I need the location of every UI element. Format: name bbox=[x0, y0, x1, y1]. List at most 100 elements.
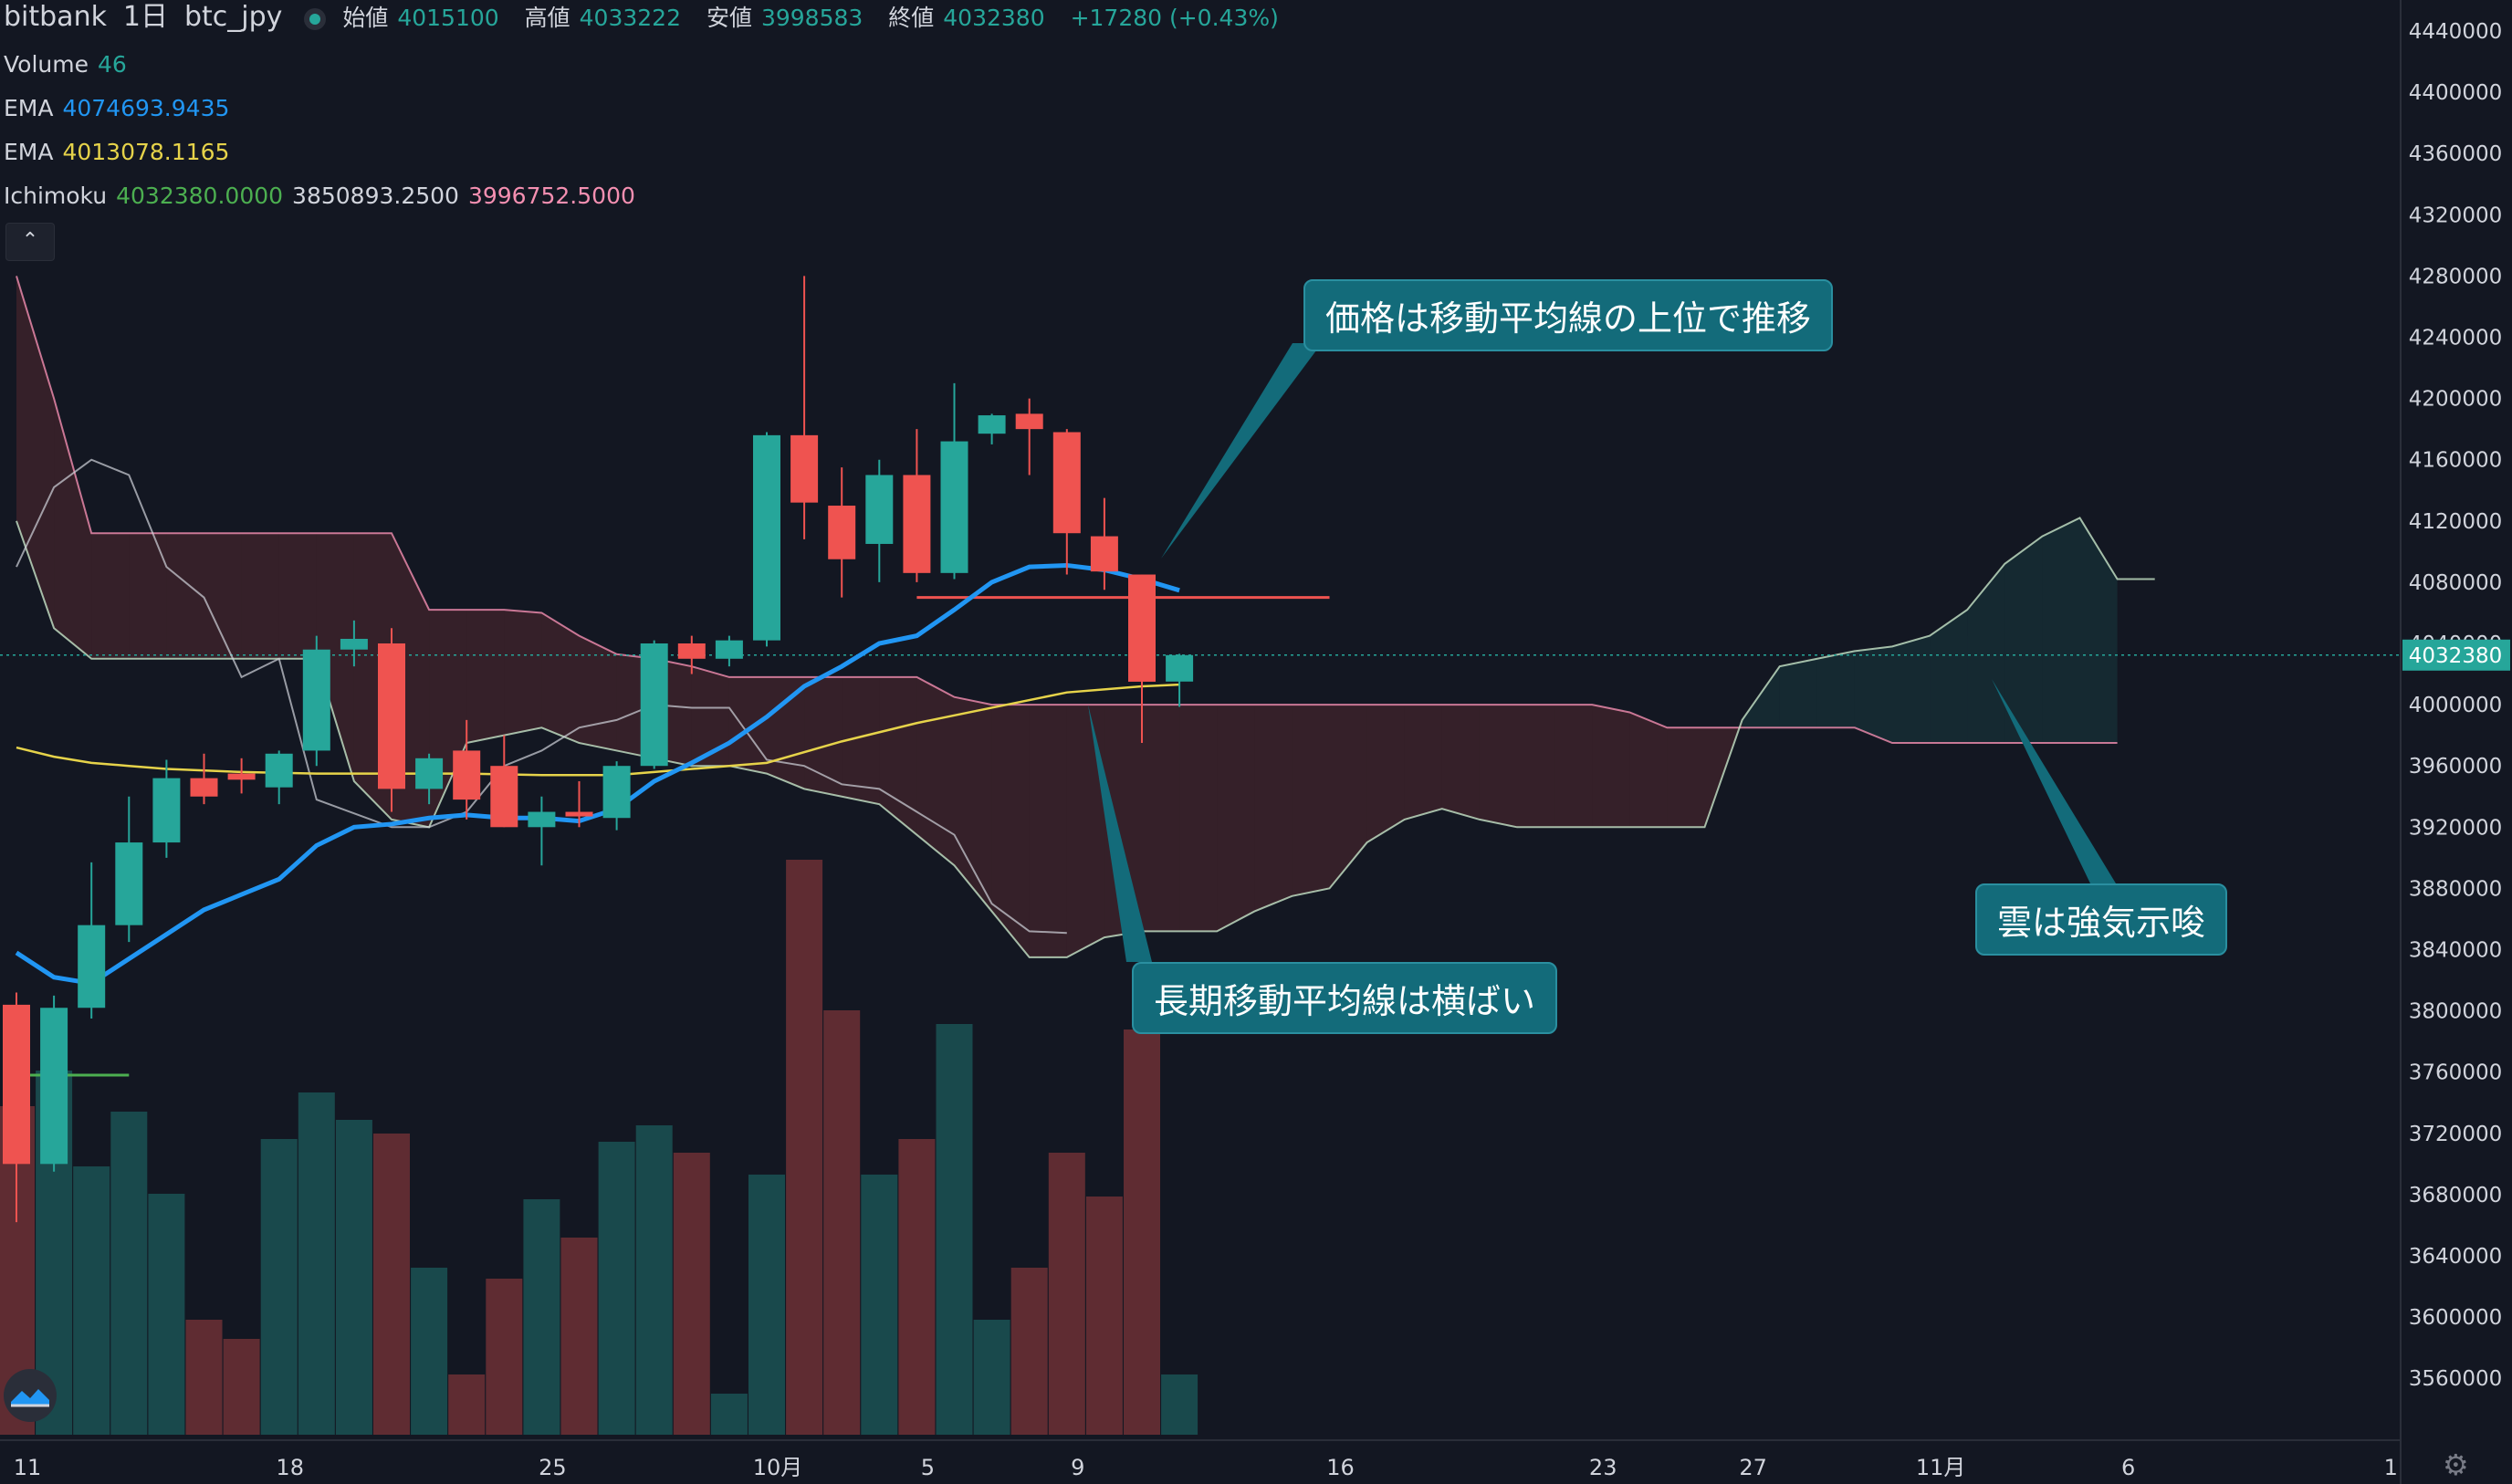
callout-pointer-price bbox=[1161, 343, 1322, 559]
candle-body bbox=[453, 750, 481, 800]
candle-body bbox=[490, 766, 518, 828]
candle-body bbox=[640, 643, 668, 767]
volume-bars bbox=[0, 860, 1198, 1435]
candle bbox=[378, 628, 405, 812]
time-tick-label: 10月 bbox=[753, 1455, 803, 1480]
ema-slow-label: EMA bbox=[4, 139, 54, 165]
time-tick-label: 16 bbox=[1326, 1455, 1355, 1480]
cloud-segment bbox=[316, 533, 354, 781]
candle bbox=[640, 640, 668, 769]
cloud-segment bbox=[278, 533, 317, 659]
cloud-segment bbox=[691, 666, 729, 767]
volume-bar bbox=[110, 1112, 148, 1435]
candle-body bbox=[790, 434, 819, 503]
price-axis: 4440000 4400000 4360000 4320000 4280000 42400… bbox=[2400, 0, 2512, 1484]
ichimoku-label: Ichimoku bbox=[4, 183, 108, 209]
callout-pointer-cloud bbox=[1992, 679, 2116, 883]
exchange-name: bitbank bbox=[4, 1, 107, 33]
ichimoku-legend[interactable]: Ichimoku 4032380.0000 3850893.2500 3996752.… bbox=[4, 183, 644, 210]
ohlc-open: 始値 4015100 bbox=[342, 5, 499, 31]
ema-fast-label: EMA bbox=[4, 95, 54, 121]
candle bbox=[565, 780, 593, 828]
volume-bar bbox=[523, 1199, 560, 1435]
price-tick-label: 4440000 bbox=[2409, 20, 2502, 44]
candlesticks bbox=[3, 276, 1194, 1223]
candle bbox=[828, 467, 856, 598]
volume-legend[interactable]: Volume 46 bbox=[4, 51, 136, 78]
price-tick-label: 3960000 bbox=[2409, 755, 2502, 779]
volume-bar bbox=[710, 1394, 748, 1435]
cloud-segment bbox=[2042, 517, 2080, 744]
cloud-segment bbox=[579, 635, 617, 751]
interval-label[interactable]: 1日 bbox=[122, 1, 169, 33]
market-status-icon bbox=[304, 8, 327, 30]
volume-bar bbox=[148, 1194, 185, 1435]
candle-body bbox=[302, 649, 330, 751]
cloud-segment bbox=[1366, 705, 1405, 843]
annotation-callout-long-ema[interactable]: 長期移動平均線は横ばい bbox=[1132, 962, 1558, 1034]
volume-bar bbox=[448, 1374, 486, 1435]
candle-body bbox=[978, 415, 1006, 434]
cloud-segment bbox=[1104, 705, 1142, 938]
candle-body bbox=[1090, 536, 1118, 572]
candle bbox=[677, 635, 706, 674]
logo-icon[interactable] bbox=[4, 1369, 57, 1422]
candle bbox=[715, 635, 743, 667]
volume-label: Volume bbox=[4, 51, 89, 78]
cloud-segment bbox=[1667, 727, 1705, 828]
cloud-segment bbox=[1592, 705, 1630, 828]
time-tick-label: 9 bbox=[1071, 1455, 1084, 1480]
ema-fast-legend[interactable]: EMA 4074693.9435 bbox=[4, 95, 238, 122]
candle bbox=[340, 620, 368, 667]
cloud-segment bbox=[1554, 705, 1593, 828]
volume-bar bbox=[1085, 1197, 1123, 1435]
candle bbox=[152, 759, 181, 858]
candle-body bbox=[415, 758, 444, 789]
ema-slow-value: 4013078.1165 bbox=[62, 139, 230, 165]
ichimoku-value-3: 3996752.5000 bbox=[467, 183, 635, 209]
time-tick-label: 5 bbox=[921, 1455, 935, 1480]
volume-bar bbox=[73, 1166, 110, 1435]
volume-bar bbox=[411, 1268, 448, 1435]
price-tick-label: 4400000 bbox=[2409, 81, 2502, 105]
chevron-up-icon[interactable]: ⌃ bbox=[5, 223, 55, 261]
annotation-callout-price[interactable]: 価格は移動平均線の上位で推移 bbox=[1303, 279, 1834, 351]
annotation-callout-cloud[interactable]: 雲は強気示唆 bbox=[1975, 883, 2228, 956]
candle-body bbox=[940, 441, 968, 573]
cloud-segment bbox=[1029, 705, 1067, 957]
candle-body bbox=[715, 640, 743, 659]
price-tick-label: 3840000 bbox=[2409, 939, 2502, 963]
ema-slow-line bbox=[16, 683, 1180, 777]
candle-body bbox=[1166, 654, 1194, 682]
time-tick-label: 6 bbox=[2121, 1455, 2135, 1480]
price-tick-label: 3720000 bbox=[2409, 1123, 2502, 1146]
cloud-segment bbox=[504, 610, 542, 736]
candle bbox=[1015, 398, 1043, 476]
volume-bar bbox=[1048, 1153, 1085, 1435]
ema-slow-legend[interactable]: EMA 4013078.1165 bbox=[4, 139, 238, 166]
price-tick-label: 4360000 bbox=[2409, 142, 2502, 166]
ohlc-high: 高値 4033222 bbox=[524, 5, 681, 31]
time-axis: 11 18 25 10月 5 9 16 23 27 11月 6 1 bbox=[0, 1439, 2401, 1480]
gear-icon[interactable]: ⚙ bbox=[2443, 1447, 2469, 1482]
candle bbox=[903, 429, 931, 582]
last-price-label: 4032380 bbox=[2409, 644, 2502, 668]
ema-fast-value: 4074693.9435 bbox=[62, 95, 230, 121]
price-tick-label: 3880000 bbox=[2409, 877, 2502, 901]
cloud-segment bbox=[129, 533, 167, 659]
candle bbox=[190, 753, 218, 805]
price-tick-label: 3760000 bbox=[2409, 1061, 2502, 1085]
volume-bar bbox=[486, 1279, 523, 1435]
price-tick-label: 4280000 bbox=[2409, 265, 2502, 288]
candle bbox=[265, 750, 293, 805]
cloud-segment bbox=[1066, 705, 1104, 957]
candle bbox=[78, 862, 106, 1019]
ichimoku-value-1: 4032380.0000 bbox=[116, 183, 284, 209]
candle bbox=[528, 796, 556, 866]
candle-body bbox=[828, 506, 856, 559]
cloud-segment bbox=[1629, 712, 1668, 828]
candle-body bbox=[602, 766, 631, 819]
candle-body bbox=[1015, 413, 1043, 430]
cloud-segment bbox=[1779, 658, 1817, 728]
